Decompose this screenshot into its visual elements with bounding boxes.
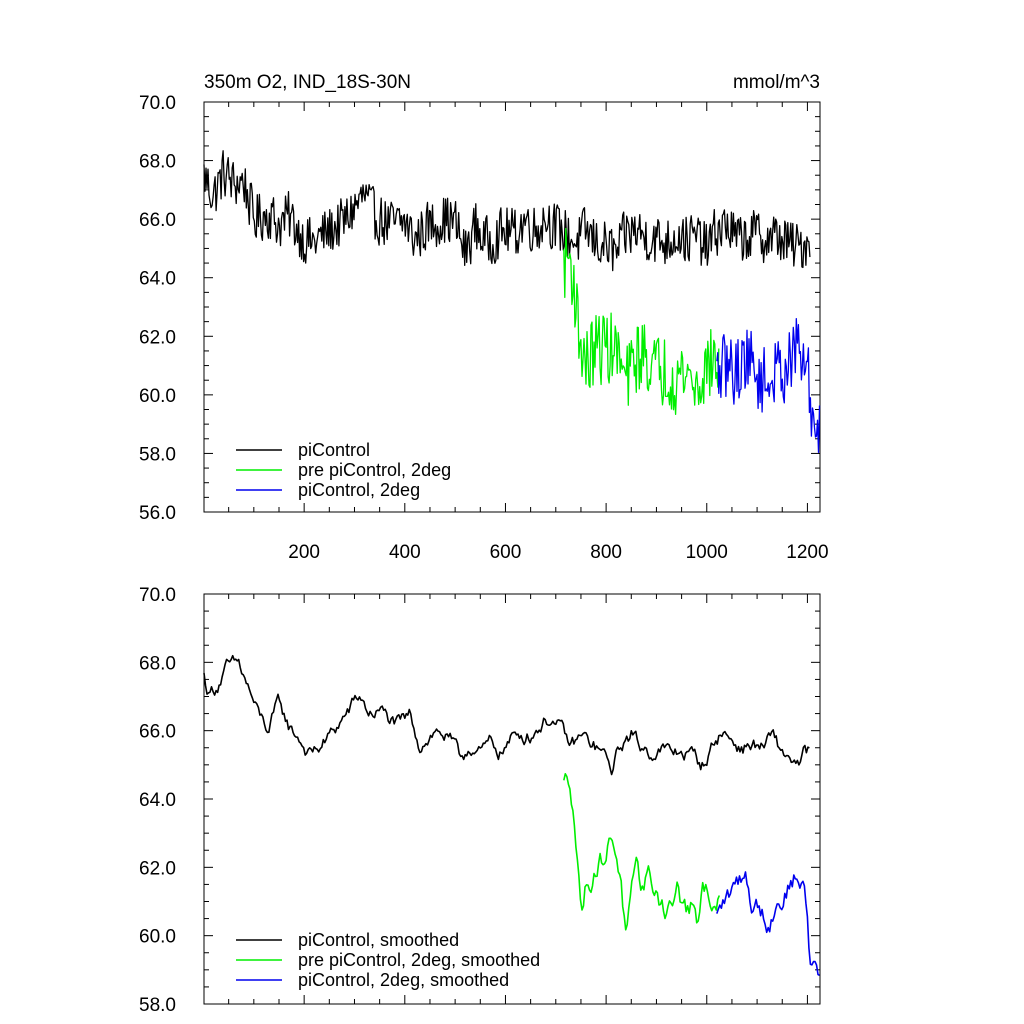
x-tick-label: 400 bbox=[389, 542, 421, 563]
y-tick-label: 70.0 bbox=[139, 93, 176, 114]
y-tick-label: 62.0 bbox=[139, 327, 176, 348]
units-label: mmol/m^3 bbox=[733, 72, 820, 93]
legend-label: piControl bbox=[298, 440, 370, 460]
y-tick-label: 58.0 bbox=[139, 995, 176, 1016]
bottom-ticks: 58.0 60.0 62.0 64.0 66.0 68.0 70.0 bbox=[139, 585, 820, 1016]
series-line bbox=[716, 871, 820, 977]
bottom-panel: 58.0 60.0 62.0 64.0 66.0 68.0 70.0 piControl, … bbox=[139, 585, 821, 1016]
legend-label: pre piControl, 2deg bbox=[298, 460, 451, 480]
y-tick-label: 64.0 bbox=[139, 790, 176, 811]
y-tick-label: 60.0 bbox=[139, 386, 176, 407]
chart-title: 350m O2, IND_18S-30N bbox=[204, 72, 411, 93]
y-tick-label: 56.0 bbox=[139, 503, 176, 524]
legend-label: piControl, 2deg bbox=[298, 480, 420, 500]
bottom-plot-frame bbox=[203, 593, 821, 1005]
series-line bbox=[563, 227, 720, 416]
x-tick-label: 1200 bbox=[786, 542, 828, 563]
series-line bbox=[203, 150, 811, 272]
y-tick-label: 70.0 bbox=[139, 585, 176, 606]
y-tick-label: 66.0 bbox=[139, 722, 176, 743]
x-tick-label: 800 bbox=[590, 542, 622, 563]
series-line bbox=[563, 773, 721, 931]
y-tick-label: 60.0 bbox=[139, 927, 176, 948]
legend-label: piControl, 2deg, smoothed bbox=[298, 970, 509, 990]
series-line bbox=[716, 318, 821, 453]
top-series-lines bbox=[203, 150, 821, 453]
x-tick-label: 1000 bbox=[686, 542, 728, 563]
bottom-series-lines bbox=[203, 654, 820, 977]
legend-label: pre piControl, 2deg, smoothed bbox=[298, 950, 540, 970]
y-tick-label: 64.0 bbox=[139, 269, 176, 290]
x-tick-label: 600 bbox=[490, 542, 522, 563]
y-tick-label: 68.0 bbox=[139, 152, 176, 173]
y-tick-label: 58.0 bbox=[139, 444, 176, 465]
series-line bbox=[203, 654, 810, 776]
x-tick-label: 200 bbox=[288, 542, 320, 563]
y-tick-label: 66.0 bbox=[139, 210, 176, 231]
legend-label: piControl, smoothed bbox=[298, 930, 459, 950]
y-tick-label: 68.0 bbox=[139, 653, 176, 674]
top-ticks: 56.0 58.0 60.0 62.0 64.0 66.0 68.0 70.0 200 400 60… bbox=[139, 93, 829, 563]
top-panel: 350m O2, IND_18S-30N mmol/m^3 56.0 58.0 60… bbox=[139, 72, 829, 563]
top-plot-frame bbox=[203, 101, 821, 513]
y-tick-label: 62.0 bbox=[139, 858, 176, 879]
